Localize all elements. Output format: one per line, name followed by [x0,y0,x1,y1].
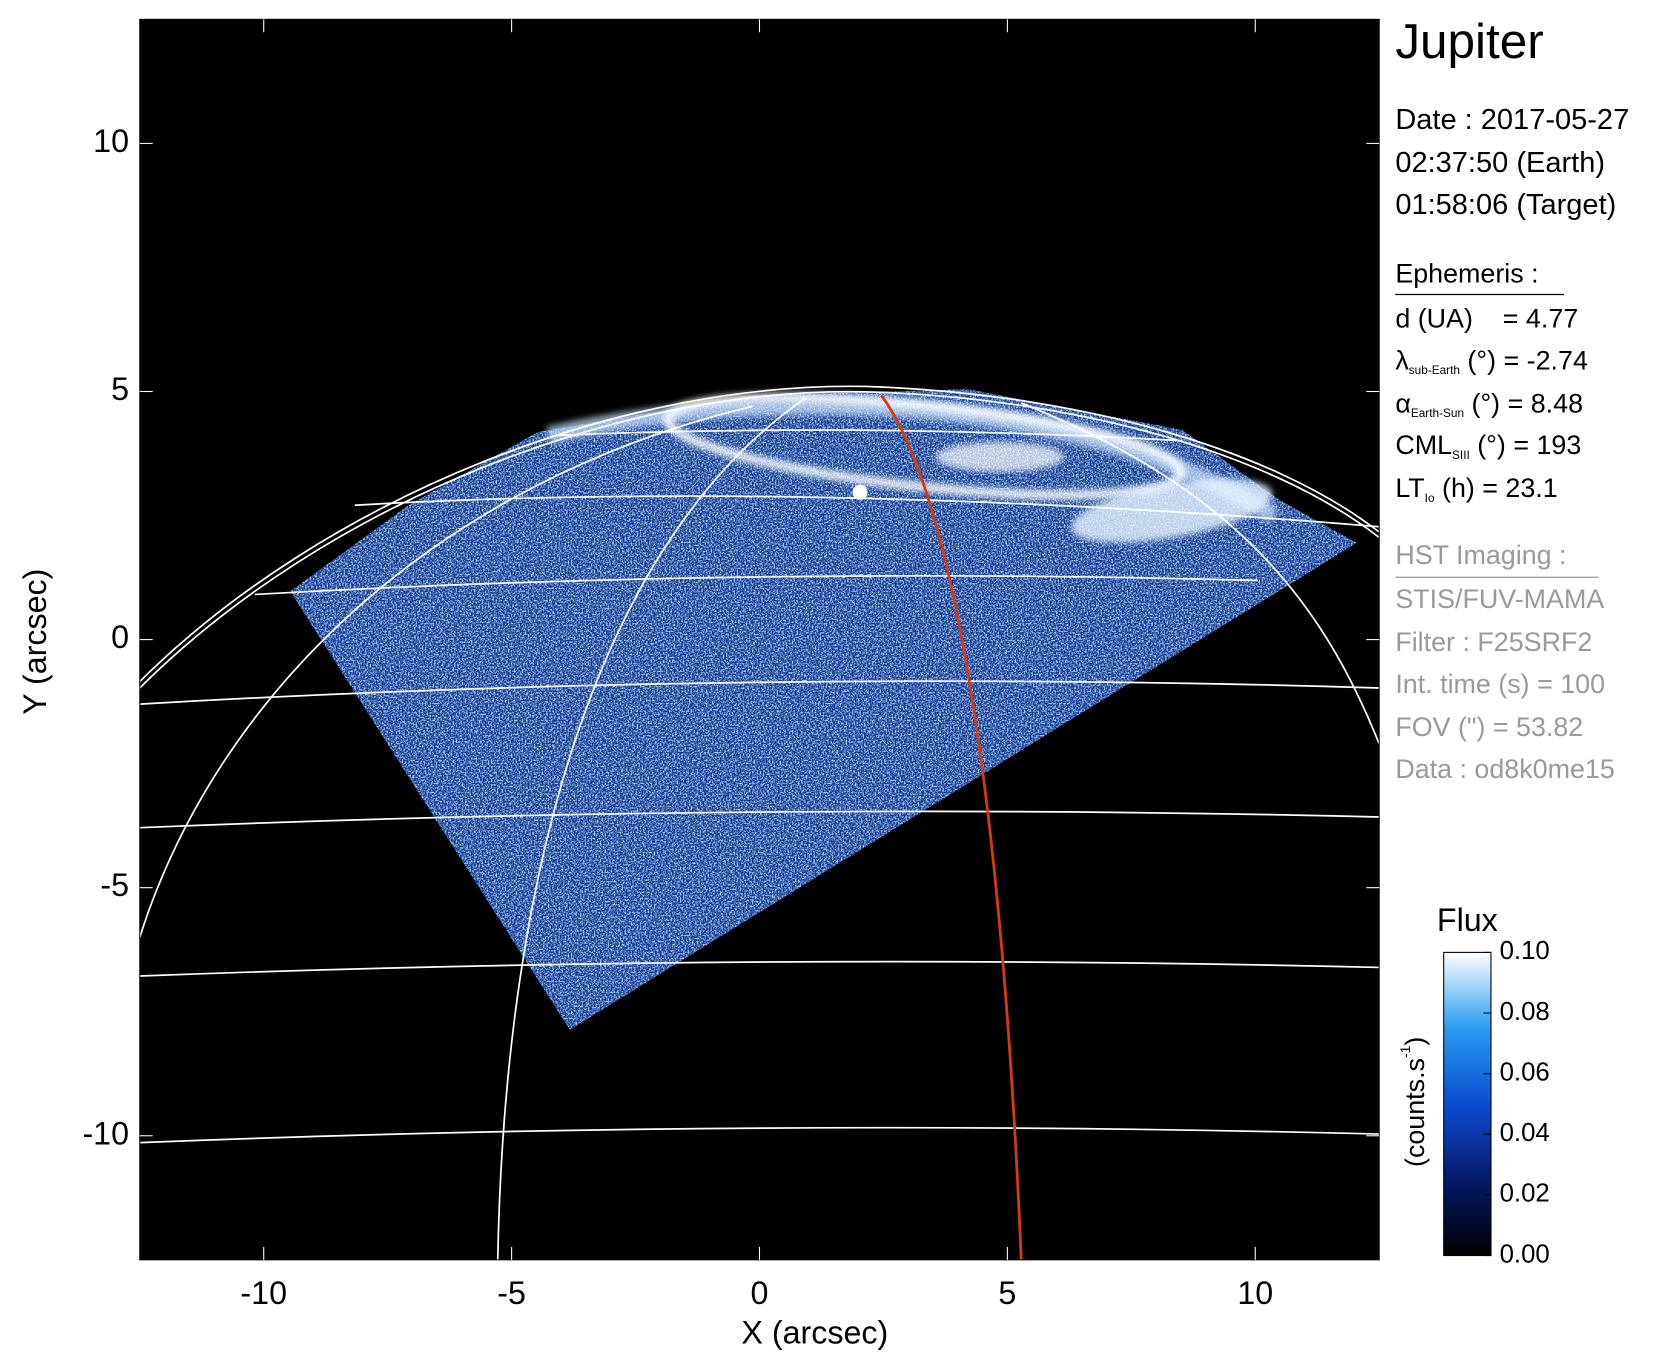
aurora-spot [1071,478,1273,543]
y-tick-label: -5 [100,867,129,903]
latitude-line [139,1126,1380,1144]
image [139,19,1380,1260]
imaging-line: Int. time (s) = 100 [1395,669,1605,699]
colorbar-tick-label: 0.06 [1500,1058,1550,1086]
ephemeris-symbol: d (UA) [1395,303,1473,333]
colorbar-scale [1443,951,1492,1257]
ephemeris-symbol: CML [1395,430,1452,460]
x-tick-label: -5 [497,1275,526,1311]
imaging-line: STIS/FUV-MAMA [1395,584,1604,614]
latitude-line [139,810,1380,829]
info-line: 02:37:50 (Earth) [1395,147,1605,179]
colorbar-tick-label: 0.10 [1500,937,1550,965]
ephemeris-symbol: λ [1395,345,1409,375]
longitude-line [1020,402,1380,745]
x-axis-label: X (arcsec) [741,1315,888,1351]
colorbar-tick-label: 0.02 [1500,1180,1550,1208]
imaging-line: FOV (") = 53.82 [1395,712,1583,742]
colorbar-tick-label: 0.04 [1500,1119,1550,1147]
latitude-line [139,680,1380,705]
ephemeris-rest: (°) = 8.48 [1464,388,1583,418]
aurora [546,392,1279,543]
imaging-line: Data : od8k0me15 [1395,754,1615,784]
limb [139,385,1380,683]
aurora-spot [852,484,868,500]
detector-noise [290,389,1357,1030]
colorbar: Flux (counts.s-1) 0.00 0.02 0.04 0.06 0.08 0.… [1397,902,1550,1269]
longitude-line [496,397,807,1260]
ephemeris-sub: Earth-Sun [1411,406,1464,420]
x-tick-label: 10 [1237,1275,1273,1311]
y-tick-label: 10 [93,123,129,159]
ephemeris-rest: (h) = 23.1 [1435,473,1558,503]
imaging-heading: HST Imaging : [1395,540,1566,570]
latitude-line [139,960,1380,977]
ephemeris-sub: sub-Earth [1409,363,1460,377]
ephemeris-row: CMLSIII (°) = 193 [1395,430,1581,462]
info-line: Date : 2017-05-27 [1395,104,1629,136]
ephemeris-heading: Ephemeris : [1395,258,1538,288]
latitude-line [558,429,1183,442]
ephemeris-rest: = 4.77 [1473,303,1578,333]
x-tick-label: -10 [240,1275,287,1311]
ephemeris-symbol: α [1395,388,1411,418]
ephemeris-row: αEarth-Sun (°) = 8.48 [1395,388,1583,420]
y-axis-label: Y (arcsec) [17,569,53,715]
latitude-line [254,574,1258,596]
y-tick-label: 0 [111,619,129,655]
latitude-line [354,495,1380,528]
ephemeris-symbol: LT [1395,473,1424,503]
ephemeris-rest: (°) = -2.74 [1460,345,1588,375]
colorbar-tick-label: 0.00 [1500,1240,1550,1268]
title: Jupiter [1395,14,1543,69]
colorbar-label-end: ) [1400,1037,1430,1046]
ephemeris-sub: Io [1425,491,1435,505]
limb [139,390,1380,689]
x-tick-label: 5 [998,1275,1016,1311]
longitude-line [139,405,753,938]
y-tick-label: -10 [82,1115,129,1151]
imaging-line: Filter : F25SRF2 [1395,627,1592,657]
ephemeris-sub: SIII [1452,448,1470,462]
colorbar-tick-label: 0.08 [1500,998,1550,1026]
central-meridian [880,394,1023,1260]
y-tick-label: 5 [111,371,129,407]
ephemeris-rest: (°) = 193 [1470,430,1582,460]
info-line: 01:58:06 (Target) [1395,189,1616,221]
ephemeris-row: λsub-Earth (°) = -2.74 [1395,345,1588,377]
colorbar-label-sup: -1 [1397,1045,1413,1058]
ephemeris-row: LTIo (h) = 23.1 [1395,473,1557,505]
planet-grid [139,385,1380,1260]
colorbar-label-text: (counts.s [1400,1058,1430,1167]
ephemeris-row: d (UA) = 4.77 [1395,303,1578,333]
colorbar-title: Flux [1437,902,1498,938]
aurora-oval [663,392,1186,500]
sidebar: Date : 2017-05-27 02:37:50 (Earth) 01:58:0… [1395,104,1629,784]
aurora-spot [935,441,1065,472]
x-tick-label: 0 [751,1275,769,1311]
colorbar-label: (counts.s-1) [1397,1037,1430,1167]
